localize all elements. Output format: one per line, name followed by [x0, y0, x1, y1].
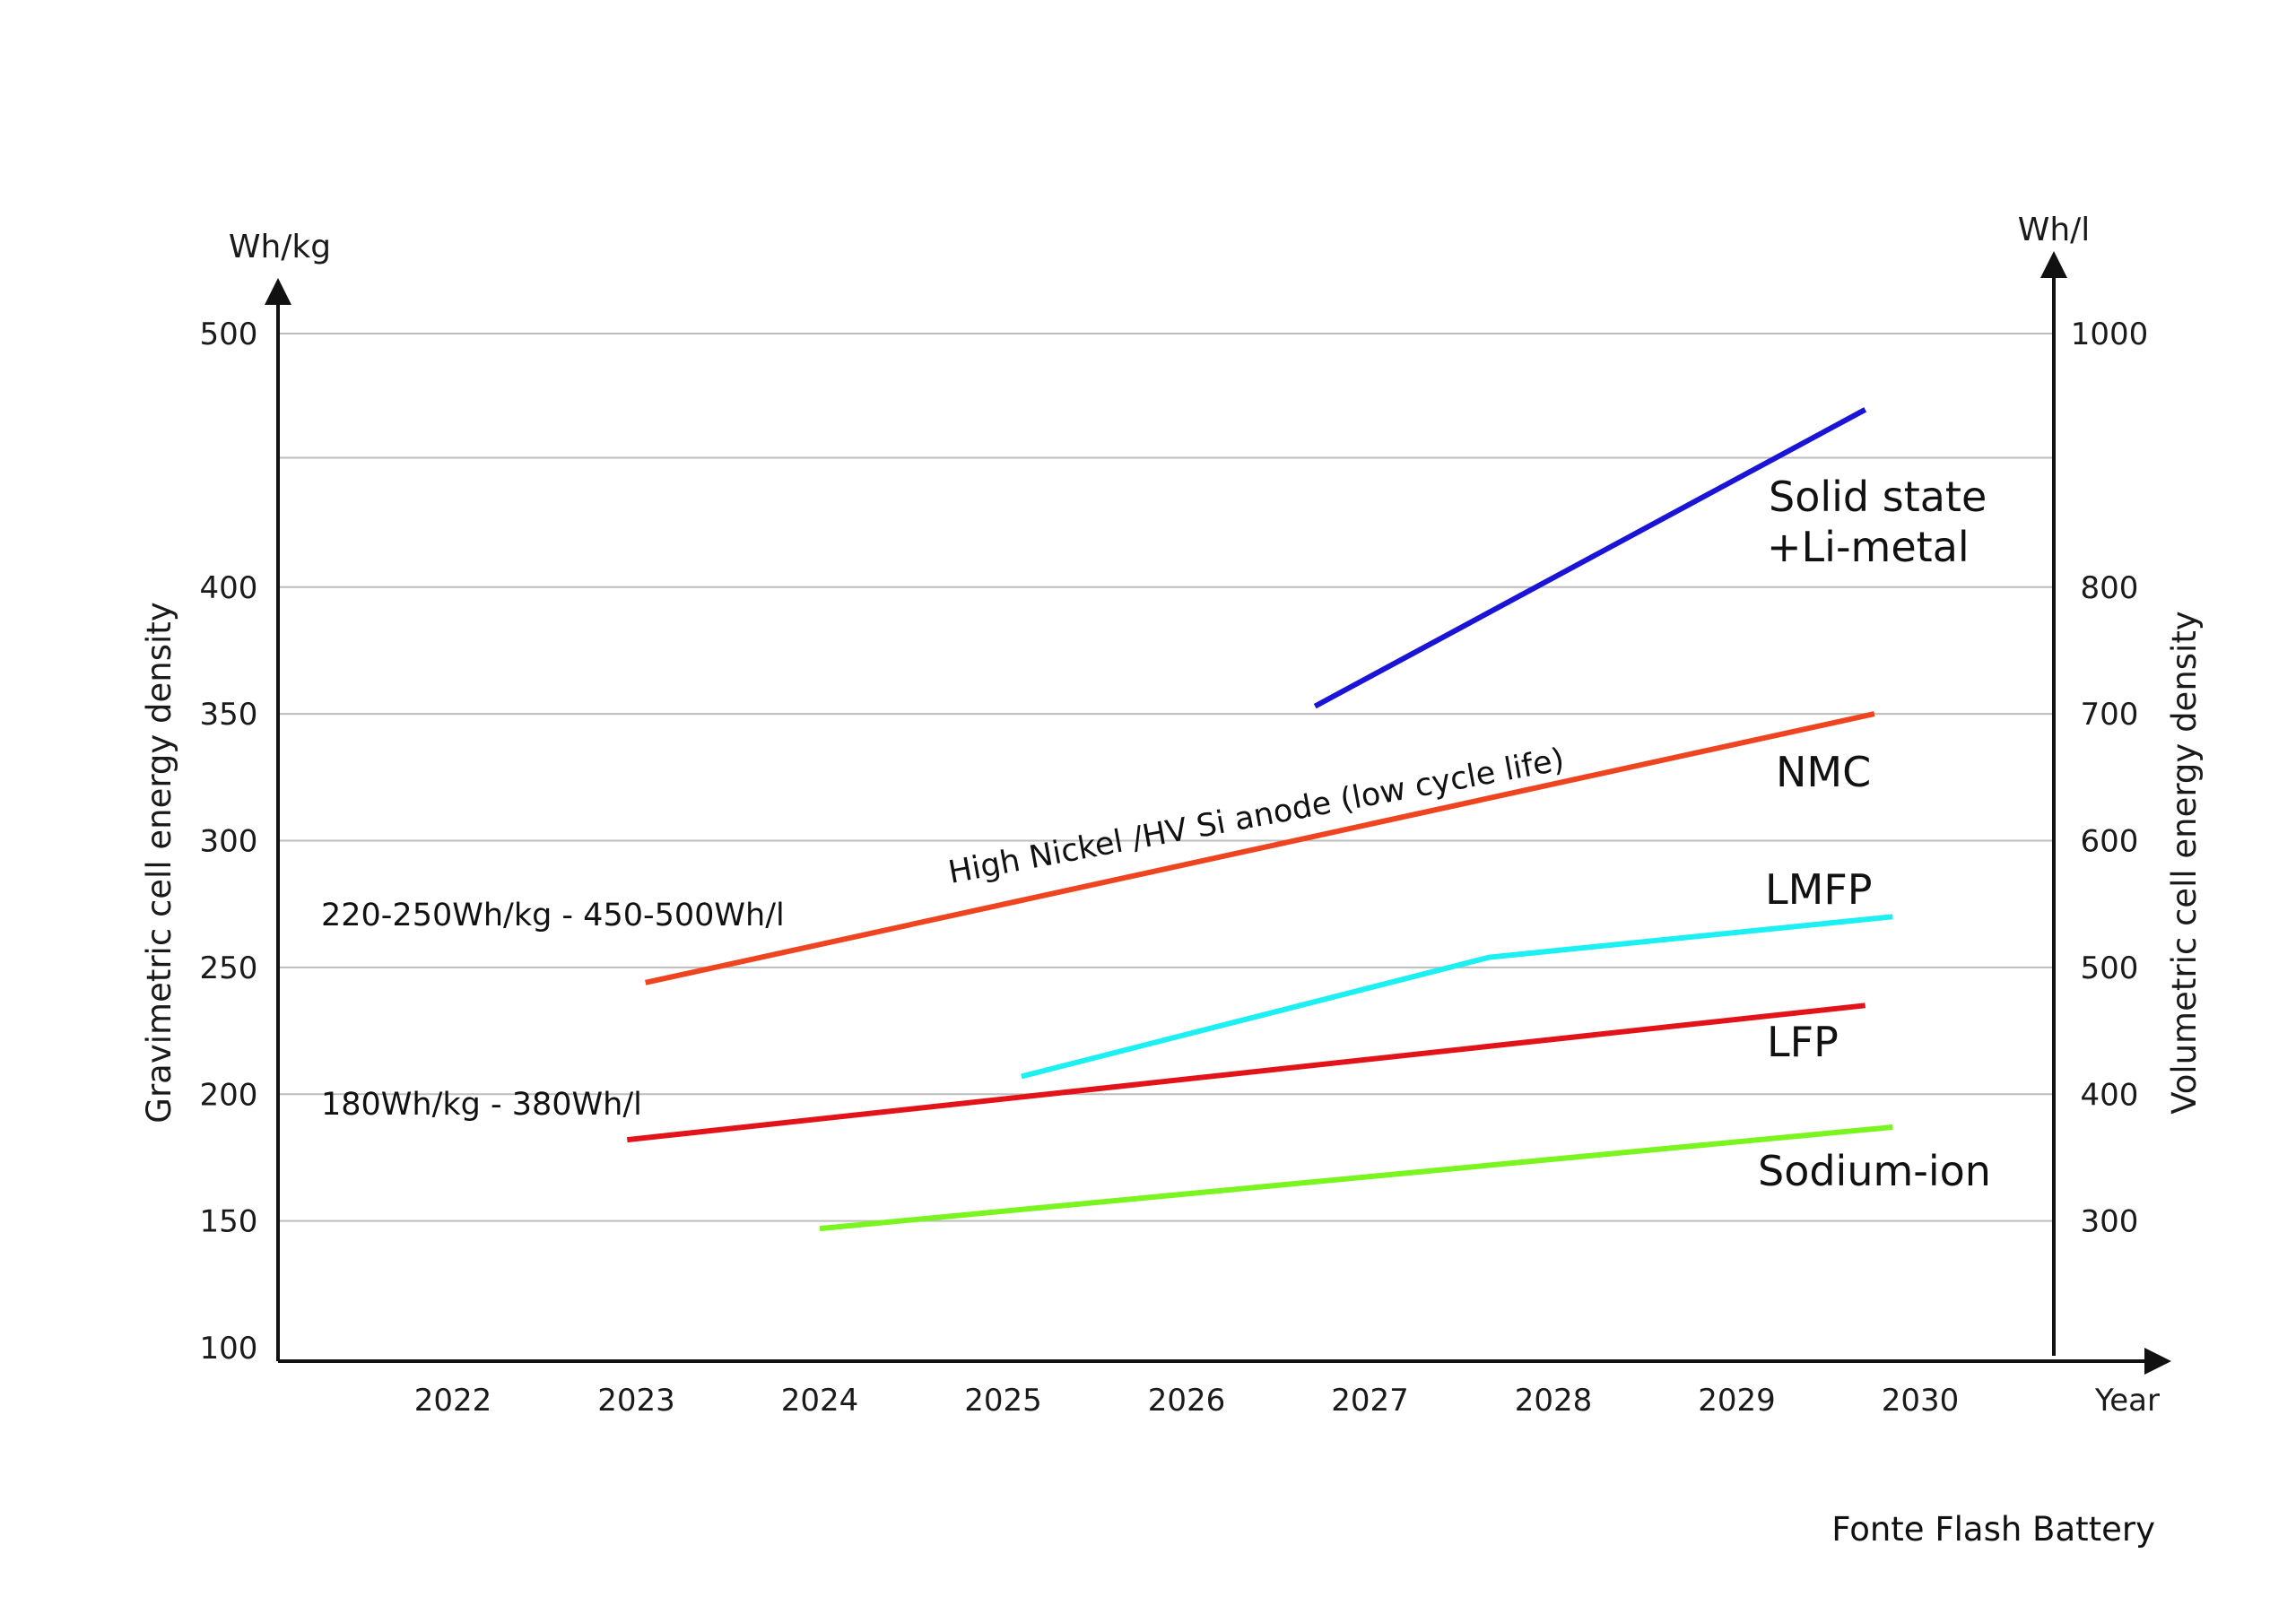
left-tick-label: 150: [200, 1204, 258, 1240]
left-axis-arrow-icon: [265, 278, 291, 305]
series-labels: Solid state+Li-metal NMC LMFP LFP Sodium-ion: [1758, 473, 1991, 1195]
right-axis-arrow-icon: [2040, 251, 2067, 278]
axes: Wh/kg Wh/l Year Gravimetric cell energy den…: [140, 212, 2204, 1419]
left-axis-title: Gravimetric cell energy density: [140, 602, 178, 1123]
left-tick-label: 300: [200, 824, 258, 860]
x-tick-label: 2022: [414, 1383, 492, 1419]
x-tick-label: 2027: [1331, 1383, 1409, 1419]
series-line: [1021, 914, 1893, 1080]
x-tick-label: 2025: [964, 1383, 1042, 1419]
x-tick-label: 2024: [781, 1383, 859, 1419]
right-axis-title: Volumetric cell energy density: [2165, 611, 2204, 1115]
series-label: Sodium-ion: [1758, 1147, 1991, 1195]
x-tick-label: 2023: [597, 1383, 675, 1419]
right-tick-label: 600: [2081, 824, 2139, 860]
x-axis-arrow-icon: [2144, 1348, 2171, 1375]
source-credit: Fonte Flash Battery: [1831, 1510, 2155, 1549]
left-tick-label: 350: [200, 697, 258, 733]
left-axis-unit: Wh/kg: [229, 229, 331, 265]
series-label: NMC: [1776, 748, 1871, 796]
annotation-nmc-range: 220-250Wh/kg - 450-500Wh/l: [321, 898, 785, 933]
right-tick-label: 800: [2081, 570, 2139, 606]
right-tick-label: 400: [2081, 1077, 2139, 1113]
series-lines: [626, 407, 1893, 1232]
x-axis-label: Year: [2094, 1383, 2160, 1419]
left-tick-label: 200: [200, 1077, 258, 1113]
left-tick-label: 100: [200, 1331, 258, 1367]
series-label: LMFP: [1765, 865, 1873, 914]
left-tick-label: 400: [200, 570, 258, 606]
series-line: [819, 1124, 1893, 1232]
x-tick-label: 2029: [1698, 1383, 1776, 1419]
series-label: +Li-metal: [1767, 523, 1970, 571]
series-line: [1313, 407, 1867, 709]
right-axis-unit: Wh/l: [2018, 212, 2091, 248]
right-tick-label: 500: [2081, 950, 2139, 986]
right-tick-label: 1000: [2071, 317, 2149, 352]
annotation-lfp-range: 180Wh/kg - 380Wh/l: [321, 1087, 642, 1123]
x-tick-label: 2028: [1515, 1383, 1593, 1419]
series-label: LFP: [1767, 1018, 1839, 1066]
left-tick-label: 250: [200, 950, 258, 986]
annotations: High Nickel /HV Si anode (low cycle life…: [321, 742, 2155, 1549]
x-tick-label: 2030: [1882, 1383, 1960, 1419]
gridlines: [278, 333, 2054, 1222]
left-tick-label: 500: [200, 317, 258, 352]
series-label: Solid state: [1769, 473, 1987, 521]
right-tick-label: 700: [2081, 697, 2139, 733]
annotation-high-nickel: High Nickel /HV Si anode (low cycle life…: [945, 742, 1567, 890]
tick-labels: 100 150 200 250 300 350 400 500 300 400 500 600 700 8…: [200, 317, 2149, 1419]
series-line: [626, 1002, 1866, 1143]
x-tick-label: 2026: [1148, 1383, 1226, 1419]
series-line: [645, 711, 1875, 985]
right-tick-label: 300: [2081, 1204, 2139, 1240]
